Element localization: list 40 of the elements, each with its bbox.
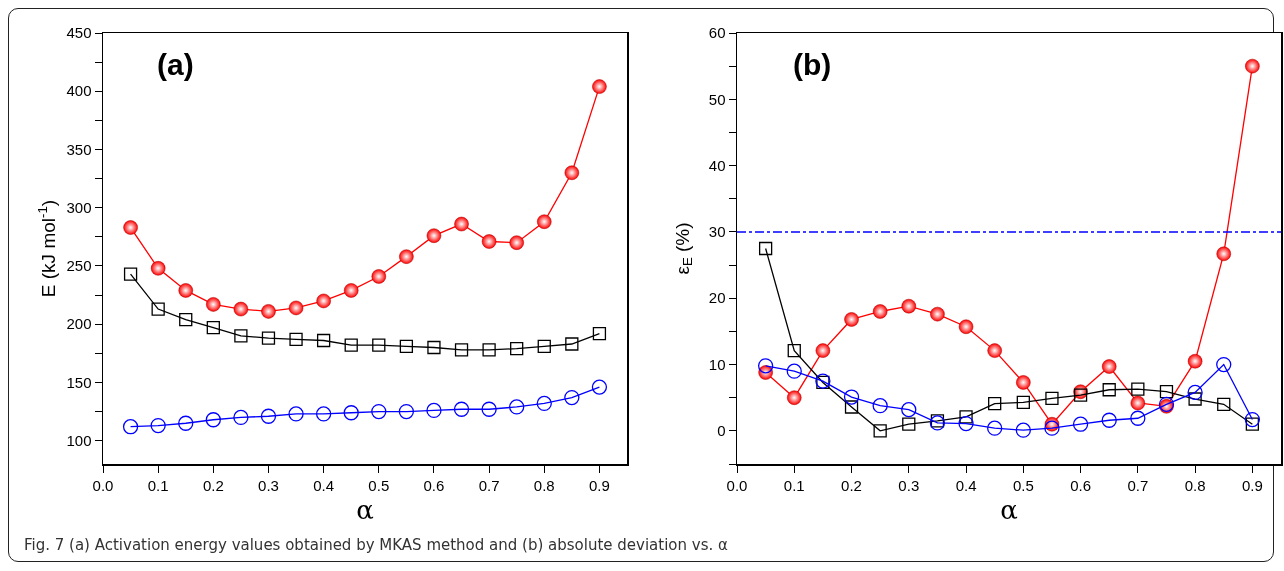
x-tick-label: 0.3 [258,476,279,494]
y-tick-label: 100 [66,431,92,449]
x-tick-label: 0.4 [313,476,335,494]
text: (b) [793,48,832,81]
x-tick-label: 0.3 [898,476,920,494]
y-tick-label: 450 [66,24,92,42]
y-tick-label: 20 [708,289,726,307]
x-tick-label: 0.8 [1184,476,1206,494]
x-tick-label: 0.6 [1070,476,1092,494]
x-axis-title: α [1000,494,1018,525]
x-tick-label: 0.9 [1241,476,1263,494]
x-tick-label: 0.2 [841,476,862,494]
x-tick-label: 0.0 [92,476,114,494]
y-tick-label: 60 [708,24,726,42]
y-tick-label: 400 [66,82,92,100]
x-tick-label: 0.6 [423,476,445,494]
y-tick-label: 350 [66,140,92,158]
x-tick-label: 0.5 [1012,476,1034,494]
x-tick-label: 0.4 [955,476,977,494]
y-tick-label: 30 [708,223,726,241]
caption: Fig. 7 (a) Activation energy values obtained by MKAS method and (b) absolute deviation vs. α [24,536,728,554]
x-tick-label: 0.1 [783,476,805,494]
x-tick-label: 0.0 [726,476,748,494]
x-tick-label: 0.7 [478,476,500,494]
y-tick-label: 0 [717,422,726,440]
y-tick-label: 200 [66,315,92,333]
y-tick-label: 40 [708,156,726,174]
y-tick-label: 50 [708,90,726,108]
x-tick-label: 0.5 [368,476,390,494]
x-tick-label: 0.9 [588,476,610,494]
text: (a) [157,48,194,81]
x-tick-label: 0.2 [202,476,224,494]
x-tick-label: 0.7 [1127,476,1149,494]
y-tick-label: 10 [708,355,726,373]
x-tick-label: 0.1 [147,476,169,494]
y-tick-label: 250 [66,257,92,275]
y-tick-label: 150 [66,373,92,391]
y-tick-label: 300 [66,198,92,216]
x-axis-title: α [356,494,374,525]
x-tick-label: 0.8 [533,476,555,494]
